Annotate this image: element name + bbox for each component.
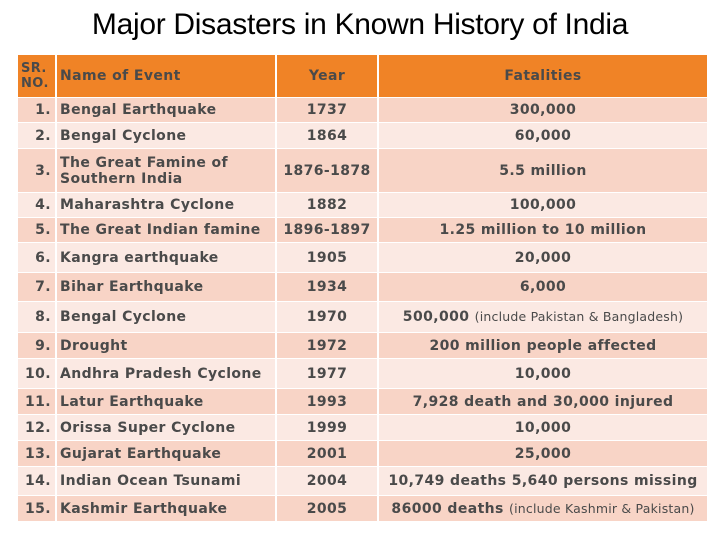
table-row: 4. Maharashtra Cyclone 1882 100,000 — [18, 192, 709, 218]
fatalities-cell: 7,928 death and 30,000 injured — [378, 388, 709, 415]
year-cell: 1737 — [276, 97, 379, 123]
fatalities-note: (include Kashmir & Pakistan) — [509, 500, 695, 516]
table-row: 2. Bengal Cyclone 1864 60,000 — [18, 122, 709, 149]
header-sr-no: SR. NO. — [18, 55, 57, 98]
event-name-cell: Drought — [56, 332, 277, 359]
slide-title: Major Disasters in Known History of Indi… — [91, 8, 629, 41]
fatalities-value: 86000 deaths — [391, 500, 504, 517]
event-name-cell: The Great Indian famine — [56, 217, 277, 243]
fatalities-cell: 60,000 — [378, 122, 709, 149]
table-row: 5. The Great Indian famine 1896-1897 1.25 m… — [18, 217, 709, 243]
sr-no-cell: 12. — [18, 414, 57, 441]
fatalities-cell: 300,000 — [378, 97, 709, 123]
fatalities-value: 25,000 — [514, 445, 572, 462]
sr-no-cell: 3. — [18, 148, 57, 193]
fatalities-value: 60,000 — [514, 127, 572, 144]
header-name-of-event: Name of Event — [56, 55, 277, 98]
table-row: 14. Indian Ocean Tsunami 2004 10,749 deaths… — [18, 466, 709, 496]
table-row: 8. Bengal Cyclone 1970 500,000 (include Pak… — [18, 301, 709, 333]
sr-no-cell: 6. — [18, 242, 57, 273]
table-row: 7. Bihar Earthquake 1934 6,000 — [18, 272, 709, 302]
table-row: 11. Latur Earthquake 1993 7,928 death and 3… — [18, 388, 709, 415]
fatalities-value: 200 million people affected — [429, 337, 657, 354]
header-fatalities: Fatalities — [378, 55, 709, 98]
table-row: 15. Kashmir Earthquake 2005 86000 deaths (i… — [18, 495, 709, 522]
event-name-cell: Bihar Earthquake — [56, 272, 277, 302]
event-name-cell: Bengal Cyclone — [56, 122, 277, 149]
year-cell: 1972 — [276, 332, 379, 359]
sr-no-cell: 15. — [18, 495, 57, 522]
year-cell: 2004 — [276, 466, 379, 496]
event-name-cell: Kangra earthquake — [56, 242, 277, 273]
table-row: 9. Drought 1972 200 million people affected — [18, 332, 709, 359]
fatalities-value: 10,749 deaths 5,640 persons missing — [388, 473, 698, 489]
year-cell: 2005 — [276, 495, 379, 522]
sr-no-cell: 14. — [18, 466, 57, 496]
fatalities-cell: 10,749 deaths 5,640 persons missing — [378, 466, 709, 496]
sr-no-cell: 2. — [18, 122, 57, 149]
year-cell: 1864 — [276, 122, 379, 149]
header-year: Year — [276, 55, 379, 98]
fatalities-value: 7,928 death and 30,000 injured — [412, 393, 674, 410]
sr-no-cell: 8. — [18, 301, 57, 333]
event-name-cell: Gujarat Earthquake — [56, 440, 277, 467]
fatalities-cell: 10,000 — [378, 358, 709, 389]
table-row: 13. Gujarat Earthquake 2001 25,000 — [18, 440, 709, 467]
event-name-cell: The Great Famine of Southern India — [56, 148, 277, 193]
year-cell: 1993 — [276, 388, 379, 415]
sr-no-cell: 4. — [18, 192, 57, 218]
year-cell: 1977 — [276, 358, 379, 389]
fatalities-value: 6,000 — [519, 279, 567, 295]
fatalities-cell: 10,000 — [378, 414, 709, 441]
year-cell: 1970 — [276, 301, 379, 333]
sr-no-cell: 5. — [18, 217, 57, 243]
fatalities-value: 300,000 — [509, 102, 577, 118]
event-name-cell: Indian Ocean Tsunami — [56, 466, 277, 496]
fatalities-cell: 86000 deaths (include Kashmir & Pakistan… — [378, 495, 709, 522]
fatalities-cell: 200 million people affected — [378, 332, 709, 359]
sr-no-cell: 1. — [18, 97, 57, 123]
year-cell: 1999 — [276, 414, 379, 441]
fatalities-value: 500,000 — [402, 309, 470, 325]
table-row: 6. Kangra earthquake 1905 20,000 — [18, 242, 709, 273]
fatalities-cell: 1.25 million to 10 million — [378, 217, 709, 243]
year-cell: 1934 — [276, 272, 379, 302]
sr-no-cell: 10. — [18, 358, 57, 389]
fatalities-cell: 6,000 — [378, 272, 709, 302]
fatalities-value: 20,000 — [514, 249, 572, 266]
fatalities-note: (include Pakistan & Bangladesh) — [474, 309, 684, 324]
sr-no-cell: 9. — [18, 332, 57, 359]
year-cell: 1882 — [276, 192, 379, 218]
event-name-cell: Orissa Super Cyclone — [56, 414, 277, 441]
fatalities-value: 10,000 — [514, 365, 572, 382]
fatalities-cell: 500,000 (include Pakistan & Bangladesh) — [378, 301, 709, 333]
sr-no-cell: 13. — [18, 440, 57, 467]
fatalities-value: 100,000 — [509, 197, 577, 213]
sr-no-cell: 11. — [18, 388, 57, 415]
event-name-cell: Maharashtra Cyclone — [56, 192, 277, 218]
event-name-cell: Bengal Earthquake — [56, 97, 277, 123]
fatalities-cell: 20,000 — [378, 242, 709, 273]
year-cell: 1876-1878 — [276, 148, 379, 193]
event-name-cell: Andhra Pradesh Cyclone — [56, 358, 277, 389]
table-header-row: SR. NO. Name of Event Year Fatalities — [18, 55, 709, 98]
event-name-cell: Kashmir Earthquake — [56, 495, 277, 522]
event-name-cell: Bengal Cyclone — [56, 301, 277, 333]
event-name-cell: Latur Earthquake — [56, 388, 277, 415]
fatalities-cell: 25,000 — [378, 440, 709, 467]
year-cell: 2001 — [276, 440, 379, 467]
fatalities-cell: 100,000 — [378, 192, 709, 218]
table-row: 10. Andhra Pradesh Cyclone 1977 10,000 — [18, 358, 709, 389]
sr-no-cell: 7. — [18, 272, 57, 302]
fatalities-value: 1.25 million to 10 million — [439, 222, 647, 238]
year-cell: 1896-1897 — [276, 217, 379, 243]
table-row: 12. Orissa Super Cyclone 1999 10,000 — [18, 414, 709, 441]
table-row: 1. Bengal Earthquake 1737 300,000 — [18, 97, 709, 123]
fatalities-value: 10,000 — [514, 419, 572, 436]
year-cell: 1905 — [276, 242, 379, 273]
fatalities-value: 5.5 million — [499, 162, 587, 179]
disasters-table: SR. NO. Name of Event Year Fatalities 1.… — [18, 55, 709, 522]
fatalities-cell: 5.5 million — [378, 148, 709, 193]
table-row: 3. The Great Famine of Southern India 1876… — [18, 148, 709, 193]
